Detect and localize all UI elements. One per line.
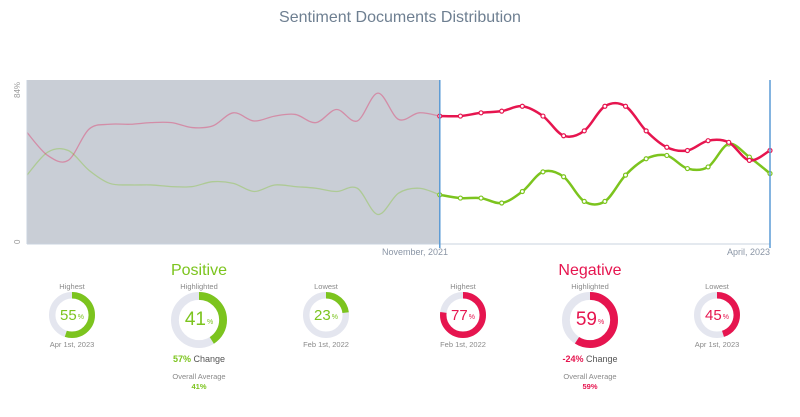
negative-series-line-unhighlighted [26,92,440,163]
positive-title: Positive [170,262,228,279]
positive-data-point[interactable] [519,188,525,195]
donut: 23% [303,292,349,338]
change-text: Change [193,354,226,364]
positive-data-point[interactable] [684,165,691,172]
gauge-date: Apr 1st, 2023 [49,340,95,349]
negative-data-point[interactable] [746,157,752,163]
line-chart[interactable] [0,0,800,260]
donut-pct: % [331,313,338,321]
negative-data-point[interactable] [684,147,691,154]
donut-value: 59 [575,309,597,330]
donut-value: 23 [314,306,331,324]
chart-title: Sentiment Documents Distribution [279,9,521,26]
negative-change-value: -24% [562,354,584,364]
donut-pct: % [722,313,729,321]
positive-data-point[interactable] [499,200,505,206]
negative-data-point[interactable] [499,108,505,114]
avg-label: Overall Average [563,372,617,381]
negative-data-point[interactable] [643,128,649,134]
positive-highlighted-gauge: Highlighted 41% 57% Change Overall Avera… [154,282,244,391]
donut-value: 41 [184,309,206,330]
positive-data-point[interactable] [602,198,608,204]
positive-highest-gauge: Highest 55% Apr 1st, 2023 [27,282,117,349]
positive-data-point[interactable] [622,172,629,178]
donut: 45% [694,292,740,338]
gauge-date: Apr 1st, 2023 [694,340,740,349]
avg-label: Overall Average [172,372,226,381]
y-tick-bottom: 0 [13,239,22,244]
donut-pct: % [597,318,605,326]
negative-data-point[interactable] [457,113,464,119]
donut: 59% [562,292,618,348]
positive-data-point[interactable] [561,174,567,180]
donut-fill [49,292,95,338]
positive-data-point[interactable] [540,169,546,175]
donut: 77% [440,292,486,338]
gauge-label: Highlighted [180,282,218,291]
x-tick-start: November, 2021 [382,247,449,257]
negative-title: Negative [558,262,622,279]
donut-fill [694,292,740,338]
negative-data-point[interactable] [561,133,567,139]
positive-data-point[interactable] [457,195,464,201]
donut-value: 77 [451,306,468,324]
negative-data-point[interactable] [602,103,608,109]
gauge-date: Feb 1st, 2022 [440,340,486,349]
donut-pct: % [468,313,475,321]
positive-data-point[interactable] [664,152,670,159]
negative-avg-value: 59% [582,382,598,391]
positive-data-point[interactable] [643,156,649,162]
donut-fill [171,292,227,348]
gauge-label: Highest [450,282,476,291]
y-tick-top: 84% [13,81,22,98]
negative-data-point[interactable] [622,103,629,109]
positive-avg-value: 41% [191,382,207,391]
gauge-label: Lowest [705,282,729,291]
negative-data-point[interactable] [705,138,711,144]
negative-data-point[interactable] [664,144,670,150]
donut-fill [303,292,349,338]
negative-highest-gauge: Highest 77% Feb 1st, 2022 [418,282,508,349]
negative-data-point[interactable] [726,139,732,145]
donut-value: 45 [705,306,722,324]
donut-pct: % [77,313,84,321]
donut-pct: % [206,318,214,326]
donut-fill [440,292,486,338]
negative-highlighted-gauge: Highlighted 59% -24% Change Overall Aver… [545,282,635,391]
positive-lowest-gauge: Lowest 23% Feb 1st, 2022 [281,282,371,349]
positive-change-value: 57% [172,354,191,364]
x-tick-end: April, 2023 [727,247,771,257]
change-text: Change [586,354,618,364]
negative-data-point[interactable] [581,128,587,134]
positive-series-line[interactable] [439,142,771,206]
donut-fill [562,292,618,348]
gauge-label: Lowest [314,282,338,291]
donut: 55% [49,292,95,338]
negative-data-point[interactable] [540,113,546,119]
donut: 41% [171,292,227,348]
gauge-date: Feb 1st, 2022 [303,340,349,349]
gauge-label: Highest [59,282,85,291]
donut-value: 55 [60,306,77,324]
positive-data-point[interactable] [478,195,484,201]
unhighlighted-range-shade [27,80,440,244]
positive-data-point[interactable] [581,198,587,204]
negative-data-point[interactable] [519,103,525,109]
positive-series-line-unhighlighted [26,147,440,216]
negative-lowest-gauge: Lowest 45% Apr 1st, 2023 [672,282,762,349]
negative-data-point[interactable] [478,110,484,116]
gauge-label: Highlighted [571,282,609,291]
positive-data-point[interactable] [705,164,711,170]
